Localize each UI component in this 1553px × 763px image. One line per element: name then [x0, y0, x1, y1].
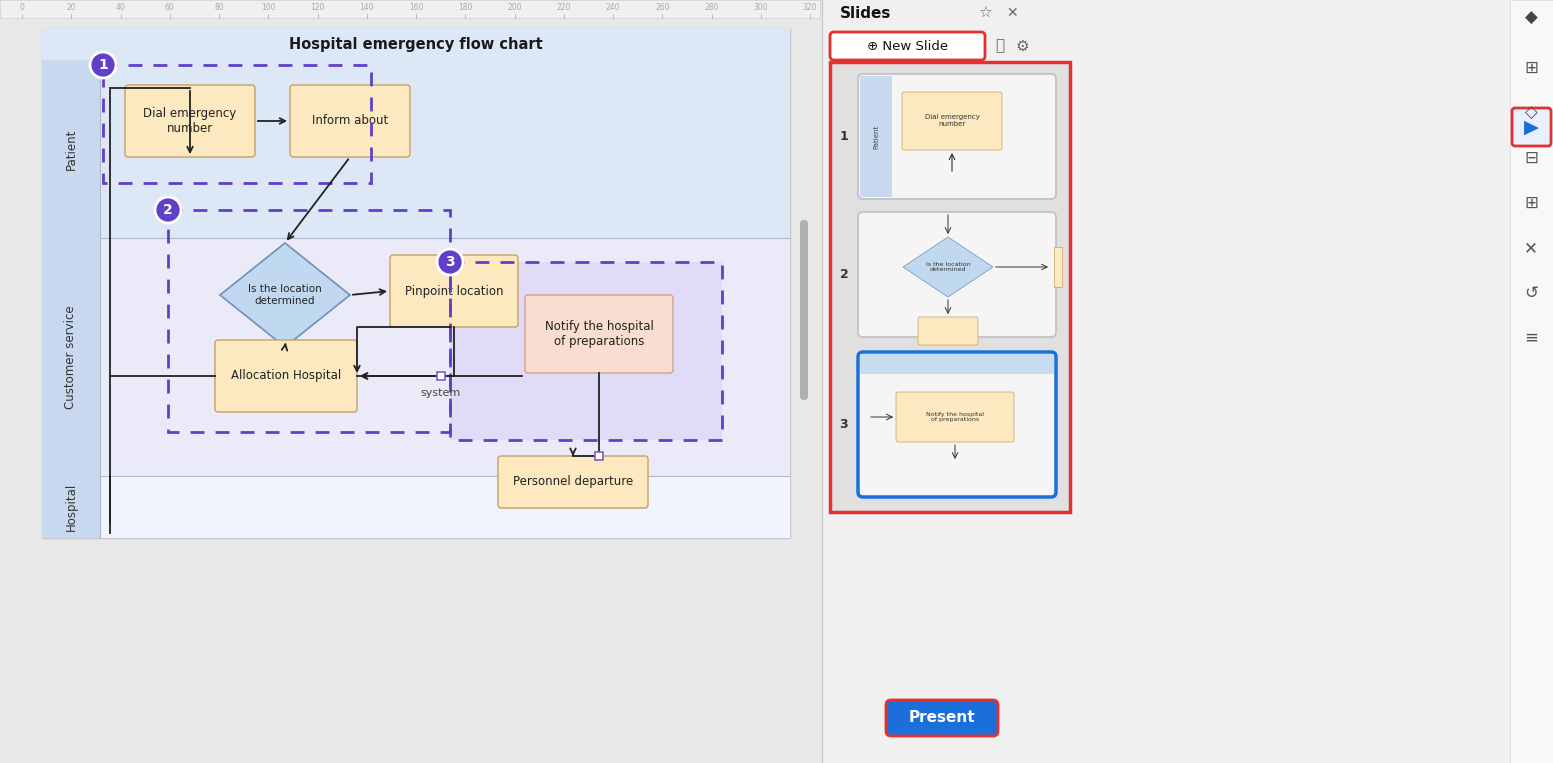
Text: ✕: ✕	[1523, 239, 1537, 257]
Text: Inform about: Inform about	[312, 114, 388, 127]
Bar	[42, 238, 790, 476]
Text: ⚙: ⚙	[1016, 38, 1028, 53]
Text: 280: 280	[705, 4, 719, 12]
Text: ≡: ≡	[1523, 329, 1537, 347]
Text: ☆: ☆	[978, 5, 992, 21]
Bar	[1054, 247, 1062, 287]
Text: Slides: Slides	[840, 7, 891, 21]
Text: 80: 80	[214, 4, 224, 12]
Text: 3: 3	[840, 418, 848, 431]
Text: Pinpoint location: Pinpoint location	[405, 285, 503, 298]
FancyBboxPatch shape	[214, 340, 357, 412]
Circle shape	[436, 249, 463, 275]
Bar	[42, 28, 790, 60]
FancyBboxPatch shape	[857, 212, 1056, 337]
Text: Patient: Patient	[873, 124, 879, 149]
Text: 3: 3	[446, 255, 455, 269]
Text: ⊞: ⊞	[1523, 59, 1537, 77]
Text: 240: 240	[606, 4, 620, 12]
Bar	[450, 262, 722, 440]
Text: Dial emergency
number: Dial emergency number	[924, 114, 980, 127]
Text: Allocation Hospital: Allocation Hospital	[231, 369, 342, 382]
Bar	[1510, 0, 1553, 763]
Text: ◇: ◇	[1525, 104, 1537, 122]
Text: ⊞: ⊞	[1523, 194, 1537, 212]
Circle shape	[90, 52, 116, 78]
Text: 200: 200	[508, 4, 522, 12]
FancyBboxPatch shape	[857, 74, 1056, 199]
FancyBboxPatch shape	[902, 92, 1002, 150]
Bar	[860, 354, 1054, 374]
FancyBboxPatch shape	[887, 700, 999, 736]
Bar	[42, 60, 99, 538]
Bar	[436, 372, 446, 380]
Text: 140: 140	[359, 4, 374, 12]
Text: ▶: ▶	[1523, 118, 1539, 137]
Bar	[450, 262, 722, 440]
Text: 1: 1	[840, 130, 848, 143]
Text: 180: 180	[458, 4, 472, 12]
Text: Is the location
determined: Is the location determined	[248, 284, 321, 306]
Text: Hospital emergency flow chart: Hospital emergency flow chart	[289, 37, 544, 51]
Text: system: system	[421, 388, 461, 398]
Bar	[829, 62, 1070, 512]
FancyBboxPatch shape	[1513, 108, 1551, 146]
FancyBboxPatch shape	[499, 456, 648, 508]
Bar	[822, 0, 1553, 763]
Text: Present: Present	[909, 710, 975, 726]
Circle shape	[155, 197, 182, 223]
Text: Patient: Patient	[65, 128, 78, 169]
Text: 20: 20	[67, 4, 76, 12]
Bar	[822, 0, 1062, 28]
Bar	[42, 28, 790, 538]
Text: Notify the hospital
of preparations: Notify the hospital of preparations	[545, 320, 654, 348]
Bar	[860, 76, 891, 197]
Text: Hospital: Hospital	[65, 483, 78, 531]
Text: 0: 0	[20, 4, 25, 12]
FancyBboxPatch shape	[857, 352, 1056, 497]
FancyBboxPatch shape	[290, 85, 410, 157]
Text: ⊕ New Slide: ⊕ New Slide	[867, 40, 947, 53]
Text: 220: 220	[556, 4, 572, 12]
Text: ↺: ↺	[1523, 284, 1537, 302]
FancyBboxPatch shape	[829, 32, 985, 60]
Text: Is the location
determined: Is the location determined	[926, 262, 971, 272]
Bar	[42, 60, 790, 238]
Text: 260: 260	[655, 4, 669, 12]
Text: 160: 160	[408, 4, 424, 12]
FancyBboxPatch shape	[918, 317, 978, 345]
Text: 1: 1	[98, 58, 107, 72]
Bar	[595, 452, 603, 460]
Text: 300: 300	[753, 4, 769, 12]
Text: Dial emergency
number: Dial emergency number	[143, 107, 236, 135]
Text: 40: 40	[115, 4, 126, 12]
Polygon shape	[902, 237, 992, 297]
Text: Personnel departure: Personnel departure	[512, 475, 634, 488]
FancyBboxPatch shape	[124, 85, 255, 157]
Text: Notify the hospital
of preparations: Notify the hospital of preparations	[926, 411, 985, 423]
Polygon shape	[221, 243, 349, 347]
FancyBboxPatch shape	[800, 220, 808, 400]
FancyBboxPatch shape	[525, 295, 672, 373]
Text: ⤴: ⤴	[995, 38, 1005, 53]
Bar	[102, 65, 371, 183]
Text: Customer service: Customer service	[65, 305, 78, 409]
Text: ◆: ◆	[1525, 9, 1537, 27]
FancyBboxPatch shape	[390, 255, 519, 327]
Bar	[0, 0, 820, 18]
FancyBboxPatch shape	[896, 392, 1014, 442]
Text: 320: 320	[803, 4, 817, 12]
Bar	[42, 476, 790, 538]
Bar	[168, 210, 450, 432]
Text: 2: 2	[840, 268, 848, 281]
Text: 120: 120	[311, 4, 325, 12]
Text: 100: 100	[261, 4, 275, 12]
Text: 60: 60	[165, 4, 174, 12]
Text: ⊟: ⊟	[1523, 149, 1537, 167]
Text: ✕: ✕	[1006, 6, 1017, 20]
Text: 2: 2	[163, 203, 172, 217]
